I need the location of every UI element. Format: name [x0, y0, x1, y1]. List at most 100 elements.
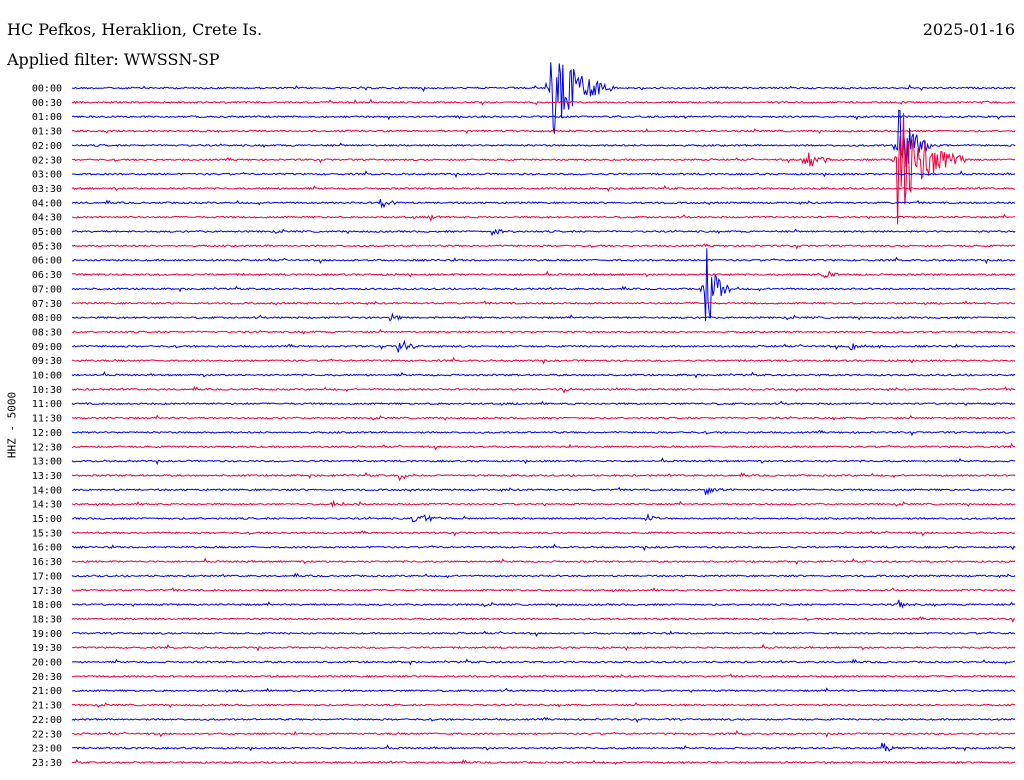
row-label: 22:00	[32, 715, 62, 726]
row-label: 06:00	[32, 256, 62, 267]
trace-1230	[71, 442, 1016, 451]
trace-2200	[71, 716, 1016, 724]
row-label: 21:00	[32, 686, 62, 697]
trace-2300	[71, 742, 1016, 753]
row-label: 08:00	[32, 313, 62, 324]
trace-0830	[72, 328, 1016, 335]
trace-1800	[71, 599, 1016, 609]
row-label: 01:00	[32, 112, 62, 123]
trace-0300	[71, 170, 1016, 179]
row-label: 20:30	[32, 672, 62, 683]
trace-1730	[71, 587, 1016, 593]
row-label: 10:00	[32, 371, 62, 382]
row-label: 03:00	[32, 170, 62, 181]
trace-1930	[71, 643, 1016, 652]
row-label: 03:30	[32, 184, 62, 195]
row-label: 05:00	[32, 227, 62, 238]
row-label: 17:00	[32, 571, 62, 582]
trace-0900	[71, 339, 1016, 353]
row-label: 09:00	[32, 342, 62, 353]
row-label: 15:00	[32, 514, 62, 525]
trace-0630	[72, 270, 1016, 279]
trace-0600	[71, 256, 1016, 265]
row-label: 10:30	[32, 385, 62, 396]
row-label: 15:30	[32, 528, 62, 539]
row-label: 23:00	[32, 744, 62, 755]
trace-1000	[71, 371, 1016, 379]
row-label: 02:30	[32, 155, 62, 166]
trace-2130	[71, 701, 1016, 708]
row-label: 12:30	[32, 442, 62, 453]
trace-1400	[71, 486, 1016, 496]
trace-1100	[71, 400, 1016, 406]
filter-label: Applied filter: WWSSN-SP	[7, 50, 220, 69]
row-label: 20:00	[32, 658, 62, 669]
row-label: 14:00	[32, 485, 62, 496]
trace-1630	[71, 557, 1016, 566]
row-label: 06:30	[32, 270, 62, 281]
row-label: 19:00	[32, 629, 62, 640]
trace-0100	[71, 115, 1016, 121]
row-label: 07:00	[32, 284, 62, 295]
traces	[71, 62, 1016, 765]
row-label: 21:30	[32, 701, 62, 712]
row-label: 16:30	[32, 557, 62, 568]
trace-1600	[71, 543, 1016, 552]
row-label: 09:30	[32, 356, 62, 367]
row-label: 08:30	[32, 327, 62, 338]
station-title: HC Pefkos, Heraklion, Crete Is.	[7, 20, 263, 39]
row-label: 12:00	[32, 428, 62, 439]
trace-2100	[71, 687, 1016, 693]
row-label: 16:00	[32, 543, 62, 554]
trace-1700	[71, 572, 1016, 579]
trace-1900	[71, 630, 1016, 637]
row-label: 22:30	[32, 729, 62, 740]
row-label: 13:00	[32, 457, 62, 468]
row-label: 19:30	[32, 643, 62, 654]
trace-0500	[71, 228, 1016, 237]
trace-0200	[71, 109, 1016, 167]
trace-0000	[72, 62, 1016, 134]
trace-0430	[71, 213, 1016, 223]
row-labels: 00:00 00:30 01:00 01:30 02:00 02:30 03:00 03:30…	[32, 84, 62, 769]
trace-2030	[71, 673, 1016, 679]
row-label: 18:00	[32, 600, 62, 611]
row-label: 23:30	[32, 758, 62, 769]
row-label: 01:30	[32, 127, 62, 138]
row-label: 17:30	[32, 586, 62, 597]
trace-0530	[71, 243, 1016, 250]
trace-0030	[71, 98, 1016, 106]
trace-2230	[71, 729, 1016, 738]
row-label: 11:30	[32, 414, 62, 425]
trace-1200	[71, 429, 1016, 437]
trace-1130	[71, 414, 1016, 421]
row-label: 04:00	[32, 198, 62, 209]
row-label: 13:30	[32, 471, 62, 482]
trace-2000	[71, 658, 1016, 666]
trace-1830	[71, 616, 1016, 623]
trace-1430	[71, 499, 1016, 508]
trace-0930	[71, 356, 1016, 365]
row-label: 11:00	[32, 399, 62, 410]
trace-1330	[71, 471, 1016, 482]
row-label: 04:30	[32, 213, 62, 224]
trace-0800	[72, 312, 1016, 322]
trace-1530	[71, 530, 1016, 537]
row-label: 05:30	[32, 241, 62, 252]
row-label: 02:00	[32, 141, 62, 152]
trace-2330	[71, 758, 1016, 765]
trace-0730	[71, 300, 1016, 306]
date-label: 2025-01-16	[922, 20, 1015, 39]
trace-0700	[71, 248, 1016, 322]
trace-1030	[71, 385, 1016, 394]
trace-0400	[71, 199, 1016, 209]
row-label: 07:30	[32, 299, 62, 310]
trace-0130	[71, 128, 1016, 134]
row-label: 14:30	[32, 500, 62, 511]
trace-1300	[71, 457, 1016, 466]
row-label: 00:00	[32, 84, 62, 95]
trace-1500	[72, 513, 1016, 523]
trace-0230	[71, 113, 1016, 225]
row-label: 18:30	[32, 614, 62, 625]
